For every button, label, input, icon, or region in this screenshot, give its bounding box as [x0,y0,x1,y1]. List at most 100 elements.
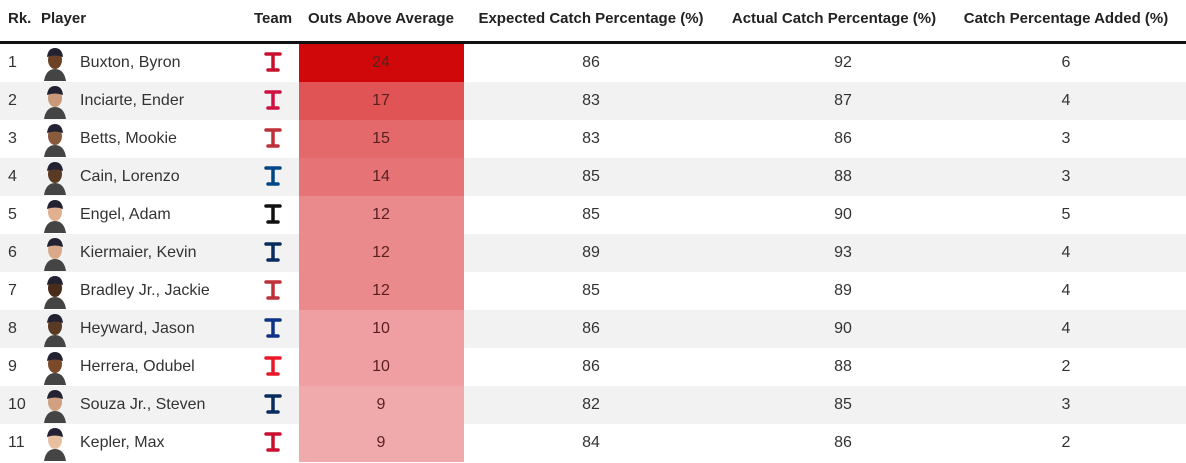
actual-catch-pct: 85 [834,396,852,413]
player-photo [44,314,66,347]
rank: 10 [8,396,26,413]
player-photo [44,390,66,423]
team-logo [264,394,282,414]
table-row [0,82,1186,120]
player-name: Herrera, Odubel [80,358,195,375]
player-photo [44,86,66,119]
catch-pct-added: 4 [1061,320,1071,337]
player-photo [44,48,66,81]
rank: 1 [8,54,17,71]
player-name: Buxton, Byron [80,54,181,71]
catch-pct-added: 3 [1061,168,1071,185]
player-name: Inciarte, Ender [80,92,185,109]
oaa-cell-bg [299,44,464,82]
expected-catch-pct: 85 [582,282,600,299]
outs-above-average: 15 [372,130,390,147]
player-photo [44,162,66,195]
expected-catch-pct: 84 [582,434,600,451]
player-photo [44,428,66,461]
table-row [0,120,1186,158]
expected-catch-pct: 85 [582,206,600,223]
player-photo [44,238,66,271]
oaa-cell-bg [299,424,464,462]
team-logo [264,432,282,452]
table-row [0,272,1186,310]
column-header: Outs Above Average [308,10,454,27]
outs-above-average: 17 [372,92,390,109]
player-name: Betts, Mookie [80,130,177,147]
player-photo [44,352,66,385]
team-logo [264,166,282,186]
expected-catch-pct: 89 [582,244,600,261]
oaa-cell-bg [299,272,464,310]
catch-pct-added: 5 [1061,206,1071,223]
oaa-cell-bg [299,196,464,234]
table-row [0,348,1186,386]
table-row [0,158,1186,196]
outs-above-average: 10 [372,320,390,337]
actual-catch-pct: 88 [834,168,852,185]
oaa-cell-bg [299,234,464,272]
rank: 9 [8,358,17,375]
column-header: Team [253,10,293,27]
actual-catch-pct: 93 [834,244,852,261]
expected-catch-pct: 83 [582,92,600,109]
actual-catch-pct: 89 [834,282,852,299]
catch-pct-added: 4 [1061,92,1071,109]
rank: 8 [8,320,17,337]
table-row [0,196,1186,234]
player-name: Kiermaier, Kevin [80,244,197,261]
table-row [0,310,1186,348]
player-name: Heyward, Jason [80,320,195,337]
catch-pct-added: 4 [1061,244,1071,261]
catch-pct-added: 3 [1061,396,1071,413]
table-row [0,424,1186,462]
team-logo [264,356,282,376]
catch-pct-added: 3 [1061,130,1071,147]
oaa-cell-bg [299,386,464,424]
actual-catch-pct: 86 [834,130,852,147]
table-row [0,44,1186,82]
catch-pct-added: 2 [1061,358,1071,375]
rank: 5 [8,206,17,223]
expected-catch-pct: 83 [582,130,600,147]
column-header: Rk. [8,10,32,27]
outs-above-average: 24 [372,54,390,71]
oaa-cell-bg [299,158,464,196]
team-logo [264,242,282,262]
rank: 11 [8,434,25,451]
outs-above-average: 12 [372,244,390,261]
actual-catch-pct: 90 [834,206,852,223]
outs-above-average: 12 [372,282,390,299]
player-name: Cain, Lorenzo [80,168,180,185]
column-header: Catch Percentage Added (%) [963,10,1169,27]
outs-above-average: 9 [376,434,386,451]
outs-above-average: 14 [372,168,390,185]
oaa-cell-bg [299,348,464,386]
catch-pct-added: 2 [1061,434,1071,451]
actual-catch-pct: 87 [834,92,852,109]
actual-catch-pct: 86 [834,434,852,451]
table-row [0,234,1186,272]
expected-catch-pct: 86 [582,54,600,71]
player-photo [44,124,66,157]
player-photo [44,276,66,309]
actual-catch-pct: 88 [834,358,852,375]
actual-catch-pct: 92 [834,54,852,71]
rank: 6 [8,244,17,261]
expected-catch-pct: 85 [582,168,600,185]
team-logo [264,90,282,110]
rank: 7 [8,282,17,299]
team-logo [264,128,282,148]
expected-catch-pct: 82 [582,396,600,413]
outs-above-average: 10 [372,358,390,375]
team-logo [264,204,282,224]
header-rule [0,41,1186,44]
expected-catch-pct: 86 [582,320,600,337]
actual-catch-pct: 90 [834,320,852,337]
column-header: Player [41,10,87,27]
column-header: Actual Catch Percentage (%) [731,10,937,27]
oaa-cell-bg [299,310,464,348]
rank: 2 [8,92,17,109]
